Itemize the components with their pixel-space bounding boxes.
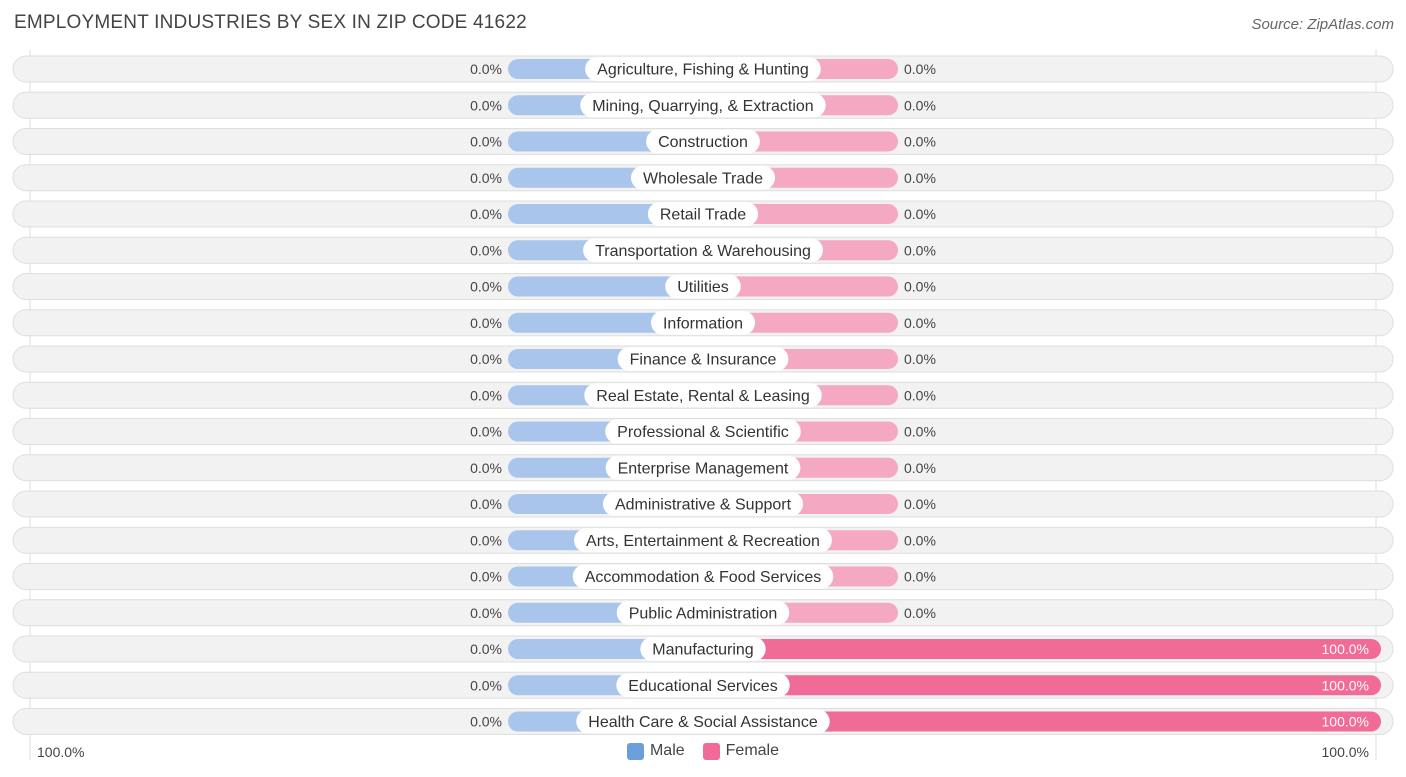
bar-female bbox=[703, 639, 1381, 659]
category-label-pill bbox=[585, 57, 821, 81]
value-label-male: 0.0% bbox=[470, 351, 502, 367]
category-label-pill bbox=[572, 564, 834, 589]
value-label-male: 0.0% bbox=[470, 387, 502, 403]
bar-female bbox=[703, 675, 1381, 696]
value-label-male: 0.0% bbox=[470, 279, 502, 295]
axis-left-label: 100.0% bbox=[37, 744, 85, 760]
value-label-female: 100.0% bbox=[1322, 641, 1369, 657]
category-label-pill bbox=[616, 673, 790, 698]
category-label: Mining, Quarrying, & Extraction bbox=[592, 98, 813, 115]
category-label-pill bbox=[574, 528, 832, 553]
value-label-male: 0.0% bbox=[470, 496, 502, 512]
value-label-male: 0.0% bbox=[470, 532, 502, 548]
value-label-male: 0.0% bbox=[470, 569, 502, 585]
legend-swatch-female bbox=[702, 742, 720, 760]
value-label-male: 0.0% bbox=[470, 242, 502, 258]
category-label-pill bbox=[605, 455, 801, 480]
legend-label-female: Female bbox=[725, 742, 780, 759]
value-label-male: 0.0% bbox=[470, 714, 502, 730]
category-label-pill bbox=[616, 600, 790, 625]
category-label: Finance & Insurance bbox=[630, 352, 777, 369]
value-label-female: 0.0% bbox=[904, 134, 936, 150]
value-label-male: 0.0% bbox=[470, 206, 502, 222]
value-label-male: 0.0% bbox=[470, 315, 502, 331]
value-label-female: 100.0% bbox=[1322, 677, 1369, 693]
value-label-male: 0.0% bbox=[470, 641, 502, 657]
value-label-male: 0.0% bbox=[470, 460, 502, 476]
category-label: Manufacturing bbox=[652, 642, 753, 659]
value-label-female: 0.0% bbox=[904, 206, 936, 222]
category-label: Agriculture, Fishing & Hunting bbox=[597, 62, 809, 79]
category-label-pill bbox=[583, 238, 823, 263]
value-label-male: 0.0% bbox=[470, 605, 502, 621]
category-label: Public Administration bbox=[629, 605, 778, 622]
value-label-male: 0.0% bbox=[470, 170, 502, 186]
category-label: Enterprise Management bbox=[618, 460, 789, 477]
legend: Male Female bbox=[0, 742, 1406, 760]
category-label: Construction bbox=[658, 134, 748, 151]
value-label-female: 0.0% bbox=[904, 496, 936, 512]
value-label-female: 100.0% bbox=[1322, 714, 1369, 730]
value-label-female: 0.0% bbox=[904, 387, 936, 403]
value-label-female: 0.0% bbox=[904, 351, 936, 367]
value-label-female: 0.0% bbox=[904, 605, 936, 621]
axis-right-label: 100.0% bbox=[1321, 744, 1369, 760]
category-label-pill bbox=[640, 637, 766, 661]
category-label: Arts, Entertainment & Recreation bbox=[586, 533, 820, 550]
category-label: Administrative & Support bbox=[615, 497, 792, 514]
category-label-pill bbox=[646, 129, 760, 154]
bar-female bbox=[703, 276, 898, 297]
category-label-pill bbox=[605, 419, 801, 444]
value-label-female: 0.0% bbox=[904, 460, 936, 476]
category-label: Utilities bbox=[677, 279, 729, 296]
value-label-male: 0.0% bbox=[470, 134, 502, 150]
category-label: Retail Trade bbox=[660, 207, 746, 224]
value-label-female: 0.0% bbox=[904, 532, 936, 548]
category-label: Health Care & Social Assistance bbox=[588, 714, 818, 731]
category-label-pill bbox=[650, 310, 756, 335]
value-label-female: 0.0% bbox=[904, 61, 936, 77]
value-label-male: 0.0% bbox=[470, 424, 502, 440]
value-label-female: 0.0% bbox=[904, 424, 936, 440]
category-label: Accommodation & Food Services bbox=[585, 569, 822, 586]
category-label: Real Estate, Rental & Leasing bbox=[596, 388, 809, 405]
value-label-female: 0.0% bbox=[904, 97, 936, 113]
category-label-pill bbox=[580, 93, 826, 118]
chart-title: EMPLOYMENT INDUSTRIES BY SEX IN ZIP CODE… bbox=[14, 12, 527, 33]
category-label-pill bbox=[617, 347, 789, 371]
bar-male bbox=[508, 276, 703, 297]
value-label-female: 0.0% bbox=[904, 242, 936, 258]
category-label-pill bbox=[584, 383, 822, 408]
category-label-pill bbox=[647, 202, 759, 226]
category-label: Information bbox=[663, 315, 743, 332]
category-label: Educational Services bbox=[628, 678, 777, 695]
value-label-female: 0.0% bbox=[904, 279, 936, 295]
chart-source: Source: ZipAtlas.com bbox=[1251, 16, 1394, 33]
value-label-male: 0.0% bbox=[470, 677, 502, 693]
legend-swatch-male bbox=[626, 742, 644, 760]
value-label-male: 0.0% bbox=[470, 61, 502, 77]
value-label-female: 0.0% bbox=[904, 170, 936, 186]
category-label: Transportation & Warehousing bbox=[595, 243, 811, 260]
value-label-female: 0.0% bbox=[904, 569, 936, 585]
legend-item-female: Female bbox=[702, 742, 780, 760]
category-label-pill bbox=[630, 165, 776, 190]
category-label: Professional & Scientific bbox=[617, 424, 789, 441]
value-label-male: 0.0% bbox=[470, 97, 502, 113]
bar-female bbox=[703, 711, 1381, 732]
category-label-pill bbox=[576, 709, 830, 734]
value-label-female: 0.0% bbox=[904, 315, 936, 331]
category-label-pill bbox=[665, 274, 741, 299]
category-label: Wholesale Trade bbox=[643, 170, 763, 187]
category-label-pill bbox=[602, 492, 804, 516]
legend-label-male: Male bbox=[649, 742, 685, 759]
legend-item-male: Male bbox=[626, 742, 685, 760]
